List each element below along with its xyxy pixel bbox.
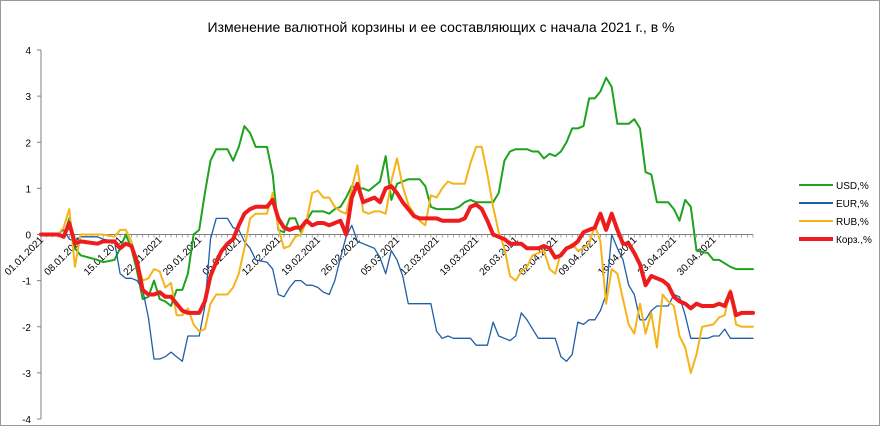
plot-area: 43210-1-2-3-401.01.202108.01.202115.01.2… [3,46,755,425]
series-line-2 [40,217,754,362]
y-tick-label: 0 [25,231,31,242]
chart-title: Изменение валютной корзины и ее составля… [208,19,675,35]
y-tick-label: -4 [22,415,31,425]
y-tick-label: 1 [25,184,31,195]
legend-label-4: Корз.,% [836,235,872,246]
legend-label-3: RUB,% [836,217,869,228]
x-tick-label: 12.03.2021 [398,235,441,278]
legend-label-1: USD,% [836,181,869,192]
x-tick-label: 29.01.2021 [161,235,204,278]
x-tick-label: 19.03.2021 [438,235,481,278]
x-tick-label: 05.03.2021 [359,235,402,278]
x-tick-label: 30.04.2021 [675,235,718,278]
y-tick-label: 2 [25,138,31,149]
legend-label-2: EUR,% [836,199,869,210]
x-tick-label: 26.03.2021 [478,235,521,278]
series-line-3 [40,145,754,374]
x-tick-label: 12.02.2021 [240,235,283,278]
x-tick-label: 19.02.2021 [280,235,323,278]
series-line-4 [39,181,755,318]
y-tick-label: 4 [25,46,31,57]
legend: USD,% EUR,% RUB,% Корз.,% [799,181,872,246]
y-tick-label: -3 [22,369,31,380]
series-line-1 [40,76,754,307]
y-tick-label: 3 [25,92,31,103]
y-tick-label: -2 [22,323,31,334]
y-tick-label: -1 [22,277,31,288]
